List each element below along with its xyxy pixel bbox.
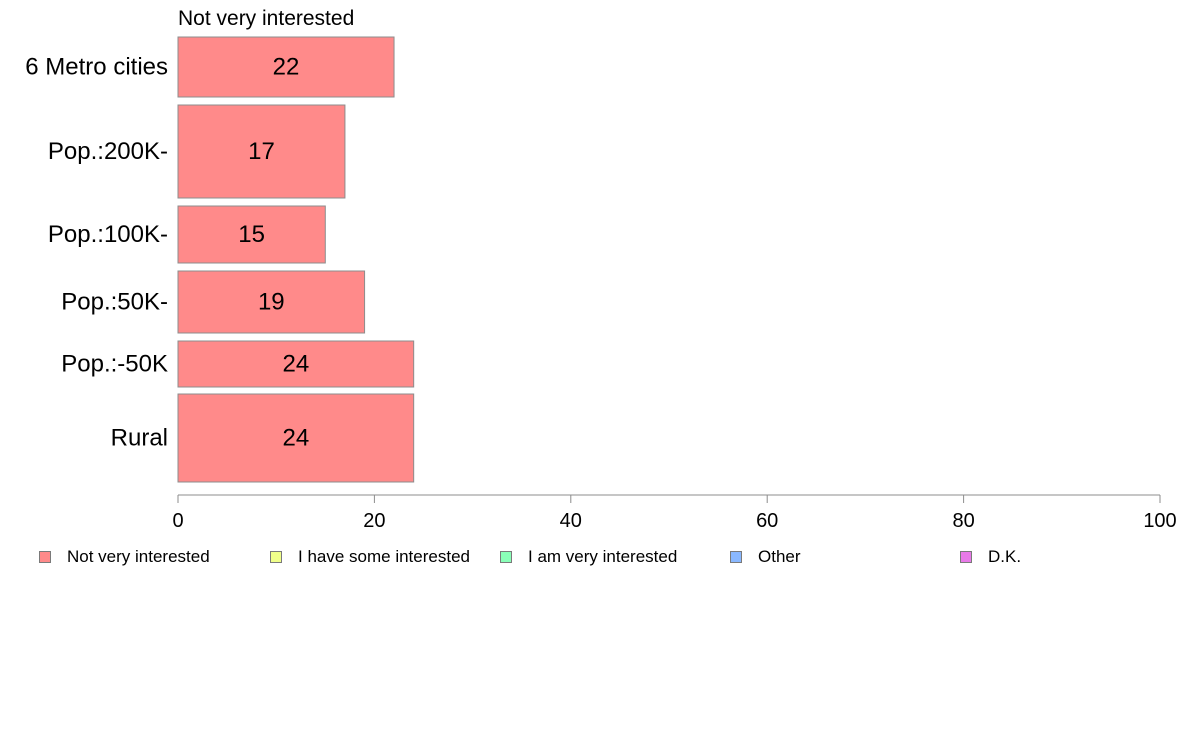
legend-swatch (39, 551, 51, 563)
legend-label: D.K. (988, 547, 1022, 566)
x-tick-label: 40 (560, 510, 582, 532)
bars-group: 6 Metro cities 22 Pop.:200K- 17 Pop.:100K- 15… (25, 36, 415, 483)
legend-swatch (500, 551, 512, 563)
category-label: 6 Metro cities (25, 54, 168, 81)
bar-1 (177, 104, 346, 199)
legend-swatch (960, 551, 972, 563)
data-label: 24 (282, 425, 309, 452)
data-label: 24 (282, 351, 309, 378)
legend-item-very-interested: I am very interested (500, 547, 677, 567)
legend-label: Other (758, 547, 801, 566)
legend-label: Not very interested (67, 547, 210, 566)
category-label: Pop.:-50K (61, 351, 168, 378)
bar-5 (177, 393, 415, 483)
category-label: Pop.:200K- (48, 138, 168, 165)
legend-label: I have some interested (298, 547, 470, 566)
x-tick-label: 20 (363, 510, 385, 532)
bar-3 (177, 270, 366, 334)
category-label: Rural (111, 425, 168, 452)
legend-item-other: Other (730, 547, 801, 567)
category-label: Pop.:50K- (61, 289, 168, 316)
bar-2 (177, 205, 326, 264)
legend: Not very interested I have some interest… (0, 547, 1188, 571)
bar-4 (177, 340, 415, 388)
x-tick-label: 100 (1143, 510, 1176, 532)
legend-label: I am very interested (528, 547, 678, 566)
legend-item-not-very-interested: Not very interested (39, 547, 210, 567)
data-label: 22 (273, 54, 300, 81)
bar-0 (177, 36, 395, 98)
legend-item-some-interested: I have some interested (270, 547, 470, 567)
x-tick-label: 0 (172, 510, 183, 532)
legend-item-dk: D.K. (960, 547, 1021, 567)
category-label: Pop.:100K- (48, 221, 168, 248)
data-label: 19 (258, 289, 285, 316)
data-label: 15 (238, 221, 265, 248)
x-tick-label: 60 (756, 510, 778, 532)
legend-swatch (730, 551, 742, 563)
x-axis: 0 20 40 60 80 100 (172, 494, 1177, 532)
data-label: 17 (248, 138, 275, 165)
legend-swatch (270, 551, 282, 563)
chart-title: Not very interested (178, 7, 354, 30)
x-tick-label: 80 (952, 510, 974, 532)
